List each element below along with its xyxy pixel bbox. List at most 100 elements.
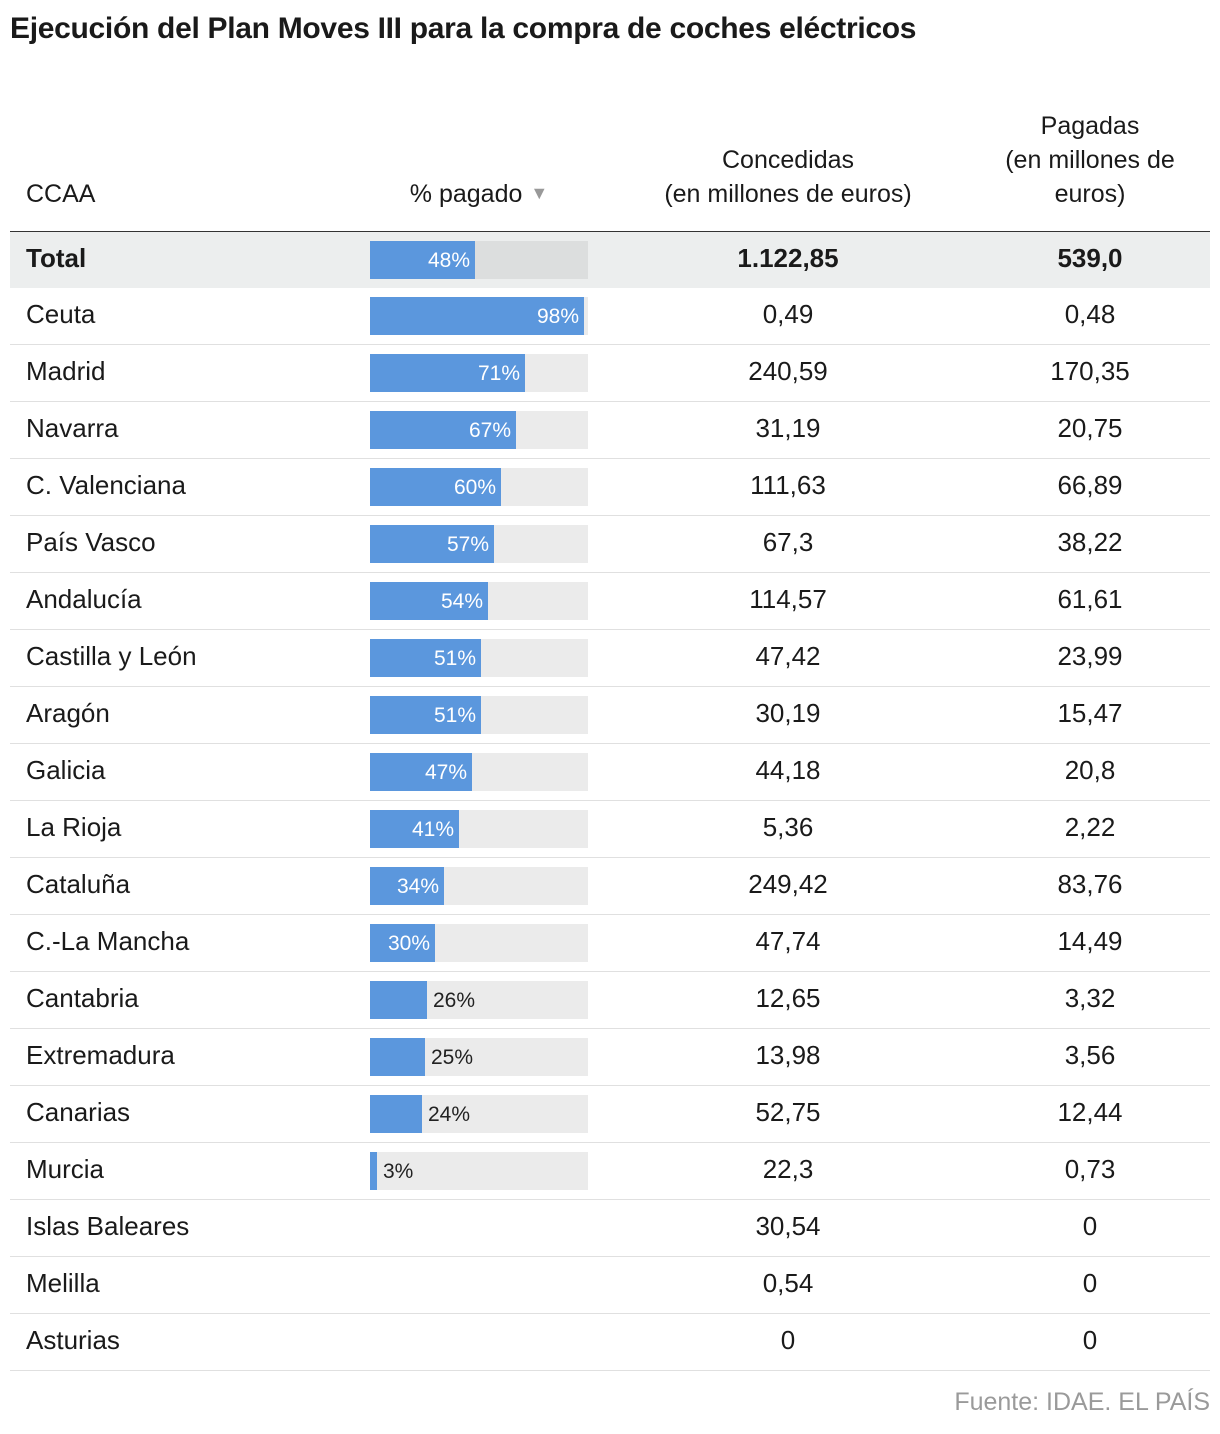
bar-track: 71%	[370, 354, 588, 392]
bar-label: 47%	[424, 761, 467, 784]
pagadas-value: 23,99	[1057, 641, 1123, 671]
concedidas-value: 31,19	[755, 413, 821, 443]
table-body: Total 48% 1.122,85 539,0 Ceuta 98% 0,49 0,48 Mad…	[10, 232, 1210, 1371]
bar	[370, 411, 516, 449]
pagadas-value: 20,75	[1057, 413, 1123, 443]
pagadas-value: 170,35	[1050, 356, 1130, 386]
bar-label: 3%	[383, 1160, 414, 1183]
bar-label: 71%	[477, 362, 520, 385]
pagadas-value: 38,22	[1057, 527, 1123, 557]
bar-track: 51%	[370, 696, 588, 734]
header-pct-pagado[interactable]: % pagado ▼	[370, 176, 588, 211]
bar	[370, 354, 525, 392]
pagadas-value: 61,61	[1057, 584, 1123, 614]
ccaa-name: Melilla	[26, 1268, 100, 1298]
table-row[interactable]: Castilla y León 51% 47,42 23,99	[10, 630, 1210, 687]
pagadas-value: 539,0	[1057, 243, 1123, 273]
table-row[interactable]: Galicia 47% 44,18 20,8	[10, 744, 1210, 801]
table-row[interactable]: C.-La Mancha 30% 47,74 14,49	[10, 915, 1210, 972]
header-pagadas-line3: euros)	[1054, 180, 1126, 208]
bar-track: 47%	[370, 753, 588, 791]
concedidas-value: 22,3	[762, 1154, 814, 1184]
header-pagadas[interactable]: Pagadas (en millones de euros)	[970, 109, 1210, 211]
bar-label: 25%	[431, 1046, 474, 1069]
concedidas-value: 52,75	[755, 1097, 821, 1127]
table-row[interactable]: Madrid 71% 240,59 170,35	[10, 345, 1210, 402]
table-row[interactable]: C. Valenciana 60% 111,63 66,89	[10, 459, 1210, 516]
pagadas-value: 66,89	[1057, 470, 1123, 500]
table-row[interactable]: País Vasco 57% 67,3 38,22	[10, 516, 1210, 573]
bar	[370, 753, 472, 791]
pagadas-value: 12,44	[1057, 1097, 1123, 1127]
ccaa-name: Asturias	[26, 1325, 120, 1355]
ccaa-name: C. Valenciana	[26, 470, 186, 500]
bar-label: 51%	[433, 704, 476, 727]
ccaa-name: Aragón	[26, 698, 110, 728]
bar-label: 51%	[433, 647, 476, 670]
header-ccaa[interactable]: CCAA	[26, 180, 96, 208]
table-row[interactable]: Aragón 51% 30,19 15,47	[10, 687, 1210, 744]
concedidas-value: 12,65	[755, 983, 821, 1013]
table-row[interactable]: Murcia 3% 22,3 0,73	[10, 1143, 1210, 1200]
concedidas-value: 240,59	[748, 356, 828, 386]
table-row[interactable]: Melilla 0,54 0	[10, 1257, 1210, 1314]
pagadas-value: 2,22	[1064, 812, 1116, 842]
header-concedidas-line1: Concedidas	[721, 146, 855, 174]
table-row[interactable]: Cataluña 34% 249,42 83,76	[10, 858, 1210, 915]
concedidas-value: 111,63	[750, 470, 826, 500]
ccaa-name: Canarias	[26, 1097, 131, 1127]
bar-track: 24%	[370, 1095, 588, 1133]
concedidas-value: 5,36	[762, 812, 814, 842]
bar	[370, 582, 488, 620]
bar-track: 26%	[370, 981, 588, 1019]
bar-label: 54%	[440, 590, 483, 613]
concedidas-value: 47,42	[755, 641, 821, 671]
bar-track: 67%	[370, 411, 588, 449]
bar	[370, 639, 481, 677]
header-concedidas[interactable]: Concedidas (en millones de euros)	[630, 143, 946, 211]
table-row[interactable]: Extremadura 25% 13,98 3,56	[10, 1029, 1210, 1086]
total-row[interactable]: Total 48% 1.122,85 539,0	[10, 232, 1210, 288]
bar-track: 48%	[370, 241, 588, 279]
table-row[interactable]: Asturias 0 0	[10, 1314, 1210, 1371]
table-row[interactable]: Ceuta 98% 0,49 0,48	[10, 288, 1210, 345]
pagadas-value: 20,8	[1064, 755, 1116, 785]
table-row[interactable]: Islas Baleares 30,54 0	[10, 1200, 1210, 1257]
ccaa-name: Extremadura	[26, 1040, 175, 1070]
chart-title: Ejecución del Plan Moves III para la com…	[10, 12, 917, 45]
bar	[370, 1152, 377, 1190]
bar	[370, 1038, 425, 1076]
pagadas-value: 0,48	[1064, 299, 1116, 329]
bar-label: 98%	[536, 305, 579, 328]
table-row[interactable]: Navarra 67% 31,19 20,75	[10, 402, 1210, 459]
bar-label: 41%	[411, 818, 454, 841]
pagadas-value: 3,32	[1064, 983, 1116, 1013]
bar-track: 25%	[370, 1038, 588, 1076]
concedidas-value: 44,18	[755, 755, 821, 785]
concedidas-value: 1.122,85	[737, 243, 839, 273]
pagadas-value: 0	[1082, 1211, 1098, 1241]
header-pagadas-line2: (en millones de	[1005, 146, 1175, 174]
ccaa-name: Murcia	[26, 1154, 105, 1184]
bar-track: 51%	[370, 639, 588, 677]
bar	[370, 924, 435, 962]
ccaa-name: La Rioja	[26, 812, 122, 842]
bar	[370, 696, 481, 734]
ccaa-name: Navarra	[26, 413, 119, 443]
header-concedidas-line2: (en millones de euros)	[664, 180, 912, 208]
concedidas-value: 47,74	[755, 926, 821, 956]
table-row[interactable]: Andalucía 54% 114,57 61,61	[10, 573, 1210, 630]
pagadas-value: 0,73	[1064, 1154, 1116, 1184]
concedidas-value: 67,3	[762, 527, 814, 557]
sort-down-icon[interactable]: ▼	[530, 183, 549, 203]
concedidas-value: 249,42	[748, 869, 828, 899]
table-row[interactable]: Cantabria 26% 12,65 3,32	[10, 972, 1210, 1029]
pagadas-value: 15,47	[1057, 698, 1123, 728]
ccaa-name: Cataluña	[26, 869, 131, 899]
pagadas-value: 0	[1082, 1325, 1098, 1355]
concedidas-value: 30,54	[755, 1211, 821, 1241]
concedidas-value: 0	[780, 1325, 796, 1355]
table-row[interactable]: Canarias 24% 52,75 12,44	[10, 1086, 1210, 1143]
table-row[interactable]: La Rioja 41% 5,36 2,22	[10, 801, 1210, 858]
bar	[370, 867, 444, 905]
